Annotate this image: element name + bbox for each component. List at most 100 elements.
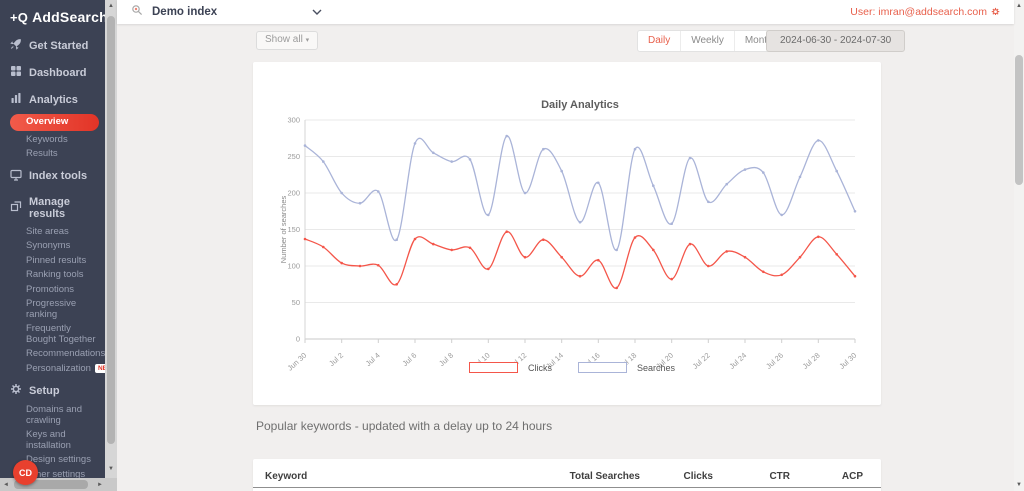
boxes-icon xyxy=(10,200,22,215)
legend-swatch-clicks[interactable] xyxy=(468,362,518,373)
sidebar-subitem-label: Synonyms xyxy=(26,240,71,251)
scroll-up-icon[interactable]: ▲ xyxy=(108,3,114,9)
svg-text:300: 300 xyxy=(287,116,300,125)
sidebar-subitem-recommendations[interactable]: RecommendationsNEW xyxy=(0,347,105,362)
svg-text:0: 0 xyxy=(296,335,300,344)
user-email-label: User: imran@addsearch.com xyxy=(850,6,987,18)
sidebar-item-dashboard[interactable]: Dashboard xyxy=(0,60,105,85)
page-vertical-scrollbar[interactable]: ▲ ▼ xyxy=(1014,0,1024,491)
sidebar-item-analytics[interactable]: Analytics xyxy=(0,87,105,112)
sidebar-subitem-site-areas[interactable]: Site areas xyxy=(0,225,105,240)
monitor-icon xyxy=(10,169,22,184)
sidebar-subitem-progressive-ranking[interactable]: Progressive ranking xyxy=(0,297,105,322)
sidebar-subitem-ranking-tools[interactable]: Ranking tools xyxy=(0,268,105,283)
sidebar-subitem-label: Pinned results xyxy=(26,254,87,266)
legend-swatch-searches[interactable] xyxy=(577,362,627,373)
sidebar-subitem-label: Design settings xyxy=(26,454,91,465)
gear-icon xyxy=(10,383,22,398)
column-header-acp[interactable]: ACP xyxy=(841,471,863,482)
sidebar-item-label: Manage results xyxy=(29,195,70,220)
sidebar-subitem-label: Site areas xyxy=(26,225,69,237)
daily-analytics-chart: Daily Analytics 0 50 100 150 200 250 300 Number … xyxy=(253,62,881,405)
sidebar-subitem-label: Frequently Bought Together xyxy=(26,323,96,345)
sidebar-nav: Get Started Dashboard Analytics Overview Key… xyxy=(0,33,105,478)
sidebar-subitem-domains-and-crawling[interactable]: Domains and crawling xyxy=(0,403,105,428)
scroll-up-icon[interactable]: ▲ xyxy=(1016,3,1022,9)
svg-text:100: 100 xyxy=(287,262,300,271)
sidebar-subitem-label: Personalization xyxy=(26,362,91,374)
tab-weekly[interactable]: Weekly xyxy=(681,31,735,51)
sidebar-item-setup[interactable]: Setup xyxy=(0,378,105,403)
sidebar-subitem-label: Results xyxy=(26,148,58,159)
sidebar-item-label: Index tools xyxy=(29,170,88,182)
sidebar-subitem-label: Recommendations xyxy=(26,348,105,359)
popular-keywords-table: Keyword Total Searches Clicks CTR ACP xyxy=(253,459,881,491)
sidebar-subitem-label: Domains and crawling xyxy=(26,404,82,426)
scroll-left-icon[interactable]: ◄ xyxy=(3,482,9,488)
sidebar-vscroll-thumb[interactable] xyxy=(107,16,115,444)
sidebar-subitem-design-settings[interactable]: Design settings xyxy=(0,453,105,468)
svg-text:Number of searches: Number of searches xyxy=(279,195,288,263)
sidebar-subitem-promotions[interactable]: Promotions xyxy=(0,283,105,298)
tab-monthly[interactable]: Monthly xyxy=(744,35,780,46)
addsearch-logo[interactable]: +Q AddSearch xyxy=(0,0,105,31)
legend-label-searches[interactable]: Searches xyxy=(636,362,676,373)
sidebar-item-manage-results[interactable]: Manage results xyxy=(0,191,105,225)
column-header-ctr[interactable]: CTR xyxy=(769,471,790,482)
chat-launcher-label: CD xyxy=(19,467,32,478)
sidebar-subitem-label: Promotions xyxy=(26,283,75,295)
column-header-total-searches[interactable]: Total Searches xyxy=(569,471,640,482)
sidebar-item-label: Setup xyxy=(29,384,60,397)
date-range-picker[interactable]: 2024-06-30 - 2024-07-30 xyxy=(766,30,906,52)
table-header-row: Keyword Total Searches Clicks CTR ACP xyxy=(253,459,881,488)
sidebar-subitem-label: Other settings xyxy=(26,468,86,478)
sidebar-subitem-label: Ranking tools xyxy=(26,269,84,280)
new-badge: NEW xyxy=(94,364,105,374)
sidebar-item-label: Analytics xyxy=(29,93,78,106)
gear-icon[interactable] xyxy=(991,6,1000,18)
show-all-button[interactable]: Show all ▾ xyxy=(256,31,319,50)
sidebar-hscroll-thumb[interactable] xyxy=(14,480,88,489)
sidebar-subitem-keywords[interactable]: Keywords xyxy=(0,133,105,148)
chart-legend: Clicks Searches xyxy=(305,362,855,373)
chevron-down-icon[interactable] xyxy=(312,9,322,16)
scroll-right-icon[interactable]: ► xyxy=(97,482,103,488)
index-selector[interactable]: Demo index xyxy=(152,6,218,18)
column-header-keyword[interactable]: Keyword xyxy=(265,471,308,482)
sidebar-subitem-synonyms[interactable]: Synonyms xyxy=(0,239,105,254)
sidebar-subitem-label: Overview xyxy=(26,116,69,127)
sidebar-subitem-frequently-bought-together[interactable]: Frequently Bought Together xyxy=(0,322,105,347)
svg-text:150: 150 xyxy=(287,225,300,234)
sidebar-item-label: Get Started xyxy=(29,39,89,52)
sidebar-subitem-other-settings[interactable]: Other settings xyxy=(0,468,105,478)
sidebar-subitem-label: Progressive ranking xyxy=(26,298,77,320)
sidebar-subitem-label: Keywords xyxy=(26,133,68,145)
sidebar-vertical-scrollbar[interactable]: ▲ ▼ xyxy=(105,0,117,478)
range-tab-group: Daily Weekly Monthly xyxy=(637,30,791,52)
tab-daily[interactable]: Daily xyxy=(638,31,682,51)
sidebar-item-index-tools[interactable]: Index tools xyxy=(0,164,105,189)
bar-chart-icon xyxy=(10,92,22,107)
scroll-down-icon[interactable]: ▼ xyxy=(1016,482,1022,488)
page-vscroll-thumb[interactable] xyxy=(1015,55,1023,185)
date-range-label: 2024-06-30 - 2024-07-30 xyxy=(780,35,892,46)
search-icon xyxy=(131,3,143,21)
legend-label-clicks[interactable]: Clicks xyxy=(527,362,552,373)
dashboard-icon xyxy=(10,65,22,80)
addsearch-logo-icon: +Q xyxy=(10,9,29,25)
sidebar-subitem-personalization[interactable]: PersonalizationNEW xyxy=(0,362,105,377)
column-header-clicks[interactable]: Clicks xyxy=(683,471,713,482)
sidebar-subitem-keys-and-installation[interactable]: Keys and installation xyxy=(0,428,105,453)
popular-keywords-title: Popular keywords - updated with a delay … xyxy=(256,419,553,433)
sidebar-item-get-started[interactable]: Get Started xyxy=(0,33,105,58)
sidebar-subitem-results[interactable]: Results xyxy=(0,147,105,162)
sidebar-subitem-pinned-results[interactable]: Pinned results xyxy=(0,254,105,269)
scroll-down-icon[interactable]: ▼ xyxy=(108,466,114,472)
user-menu[interactable]: User: imran@addsearch.com xyxy=(850,6,1000,18)
chat-launcher-button[interactable]: CD xyxy=(13,460,38,485)
topbar: Demo index User: imran@addsearch.com xyxy=(117,0,1014,24)
sidebar-subitem-overview[interactable]: Overview xyxy=(10,114,99,131)
svg-text:250: 250 xyxy=(287,152,300,161)
caret-down-icon: ▾ xyxy=(305,37,310,44)
